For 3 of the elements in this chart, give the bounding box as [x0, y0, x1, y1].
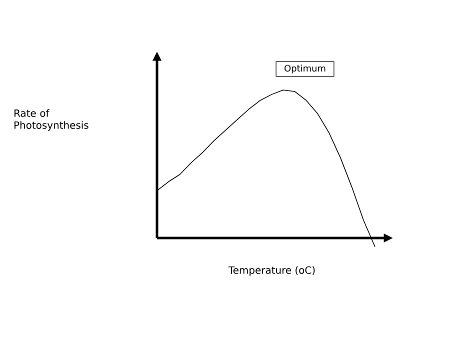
text: Optimum: [284, 64, 326, 74]
x-axis-title: Temperature (oC): [228, 266, 315, 276]
text: Rate of Photosynthesis: [14, 109, 88, 131]
